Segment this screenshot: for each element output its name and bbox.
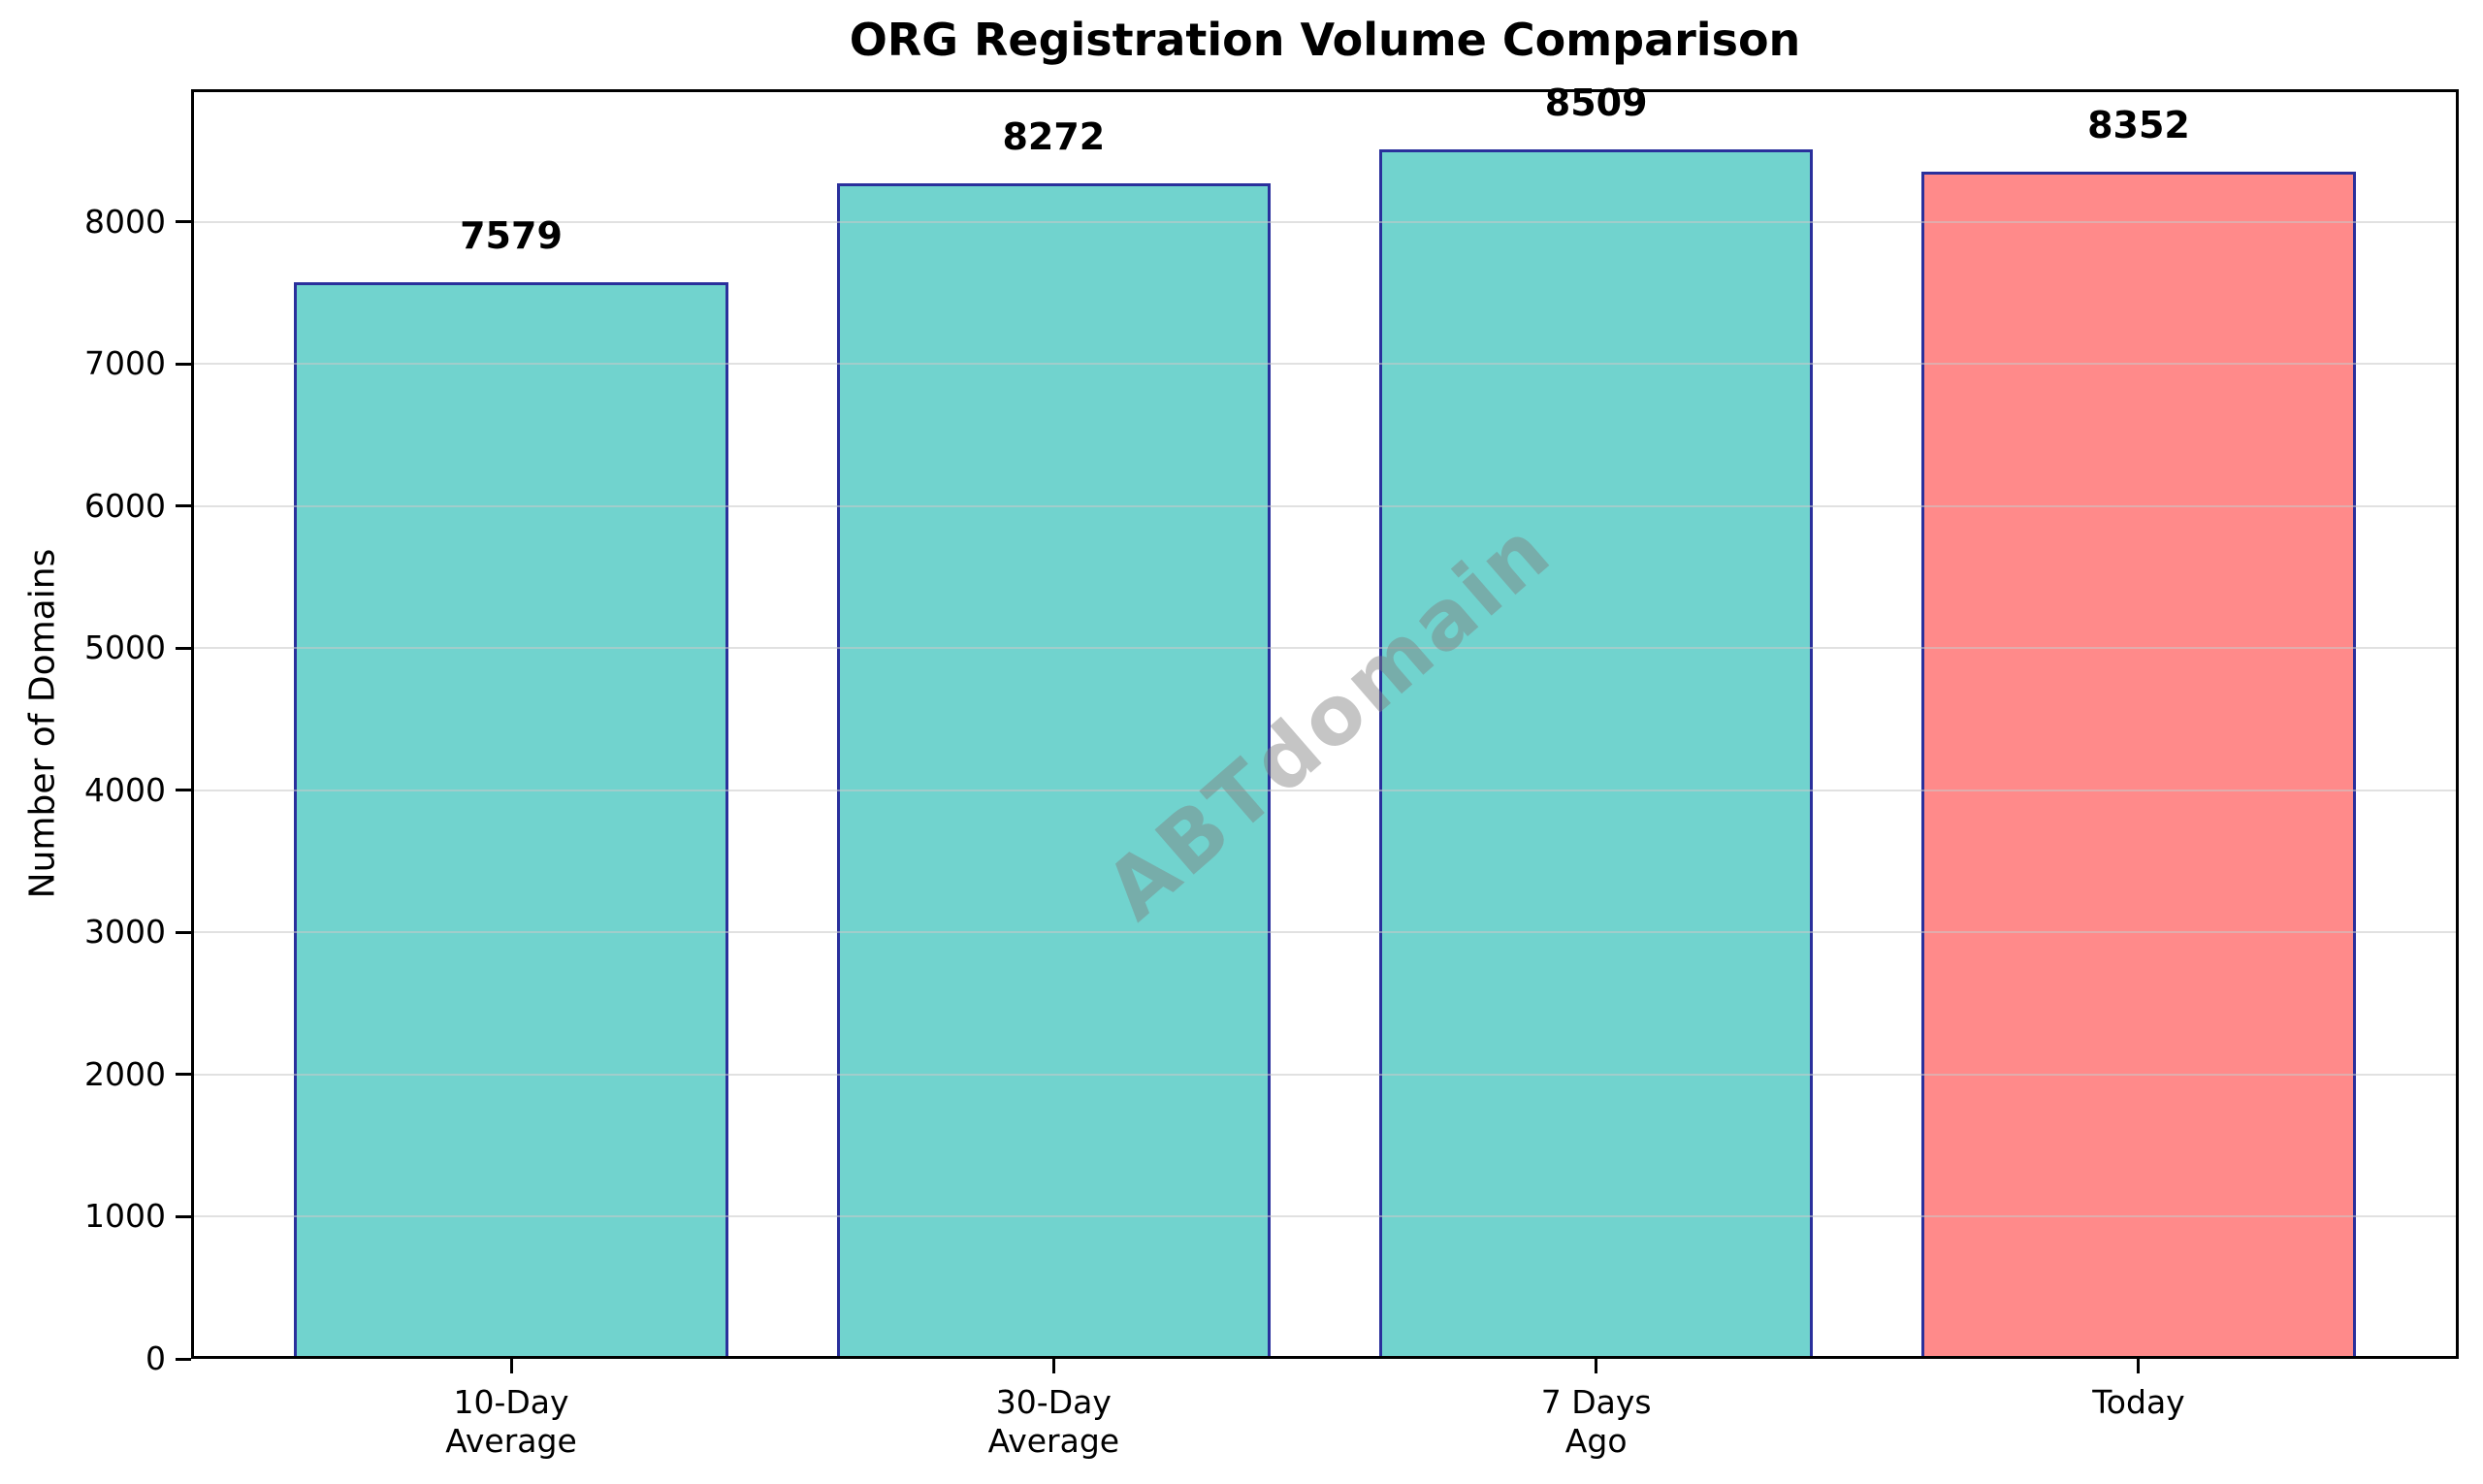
y-axis-title: Number of Domains <box>22 548 63 899</box>
x-tick <box>2137 1359 2141 1373</box>
bar-2 <box>836 183 1272 1359</box>
x-tick-label-1: 10-Day Average <box>445 1383 577 1460</box>
y-tick <box>176 789 191 792</box>
bar-1 <box>294 281 728 1359</box>
bar-4 <box>1921 172 2356 1359</box>
plot-area: 7579 8272 8509 8352 <box>191 81 2459 1359</box>
y-tick-label: 4000 <box>84 770 166 809</box>
bar-value-label: 8272 <box>1002 115 1106 159</box>
y-tick <box>176 220 191 224</box>
gridline-5000 <box>191 647 2459 650</box>
y-tick-label: 1000 <box>84 1197 166 1236</box>
gridline-1000 <box>191 1215 2459 1218</box>
x-tick <box>509 1359 513 1373</box>
y-tick <box>176 362 191 366</box>
y-tick-label: 6000 <box>84 486 166 525</box>
gridline-2000 <box>191 1073 2459 1076</box>
x-tick <box>1595 1359 1598 1373</box>
y-tick <box>176 1073 191 1077</box>
y-tick-label: 3000 <box>84 913 166 952</box>
bar-value-label: 8509 <box>1544 81 1648 125</box>
y-tick-label: 8000 <box>84 202 166 241</box>
y-tick-label: 7000 <box>84 344 166 383</box>
chart-title: ORG Registration Volume Comparison <box>849 14 1801 66</box>
y-tick <box>176 1214 191 1218</box>
gridline-3000 <box>191 931 2459 934</box>
x-tick-label-2: 30-Day Average <box>987 1383 1120 1460</box>
x-tick <box>1051 1359 1055 1373</box>
x-tick-label-3: 7 Days Ago <box>1540 1383 1652 1460</box>
y-tick <box>176 1357 191 1361</box>
gridline-4000 <box>191 789 2459 791</box>
gridline-6000 <box>191 504 2459 507</box>
y-tick <box>176 646 191 650</box>
y-tick-label: 0 <box>145 1339 166 1377</box>
bar-3 <box>1378 149 1814 1359</box>
gridline-7000 <box>191 363 2459 366</box>
y-tick <box>176 930 191 934</box>
bar-value-label: 7579 <box>460 213 563 257</box>
y-tick <box>176 504 191 508</box>
x-tick-label-4: Today <box>2092 1383 2185 1421</box>
y-tick-label: 5000 <box>84 629 166 667</box>
gridline-8000 <box>191 220 2459 223</box>
y-tick-label: 2000 <box>84 1054 166 1093</box>
bar-value-label: 8352 <box>2087 104 2190 147</box>
